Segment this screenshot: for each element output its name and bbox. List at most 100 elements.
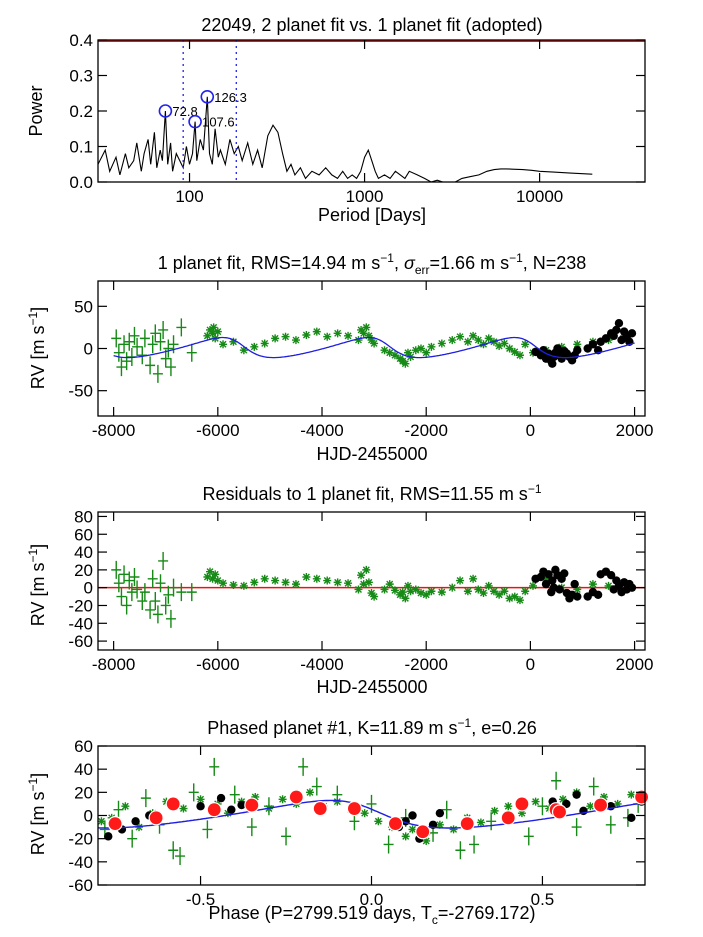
phased-ytick-label: -40 — [68, 853, 93, 872]
data-point-star — [416, 589, 425, 598]
data-point-star — [521, 587, 530, 596]
peak-circle — [200, 90, 215, 104]
periodogram-ytick-label: 0.3 — [69, 67, 93, 86]
data-point-star — [586, 802, 595, 811]
data-point-star — [281, 578, 290, 587]
data-point-star — [500, 339, 509, 348]
data-point-plus — [127, 829, 138, 848]
periodogram-line — [98, 96, 593, 182]
data-point-star — [411, 346, 420, 355]
periodogram-xtick-label: 10000 — [516, 187, 563, 206]
data-point-dot — [131, 817, 140, 826]
phased-panel: Phased planet #1, K=11.89 m s−1, e=0.26 … — [26, 716, 650, 927]
data-point-dot — [627, 329, 637, 338]
data-point-star — [463, 587, 472, 596]
data-point-star — [489, 587, 498, 596]
data-point-star — [305, 788, 314, 797]
residuals-ytick-label: -40 — [68, 614, 93, 633]
data-point-star — [121, 802, 130, 811]
data-point-star — [312, 327, 321, 336]
phased-ytick-label: -60 — [68, 876, 93, 895]
data-point-star — [416, 344, 425, 353]
residuals-ytick-label: -20 — [68, 596, 93, 615]
data-point-star — [495, 341, 504, 350]
data-point-star — [515, 596, 524, 605]
data-point-dot — [216, 793, 226, 803]
data-point-star — [558, 795, 567, 804]
binned-point — [107, 816, 123, 832]
data-point-plus — [229, 785, 240, 804]
data-point-star — [360, 809, 369, 818]
peak-circle — [158, 104, 173, 118]
binned-point — [312, 800, 328, 817]
data-point-plus — [160, 596, 171, 615]
data-point-star — [479, 589, 488, 598]
data-point-dot — [557, 354, 566, 363]
binned-point — [288, 789, 304, 805]
data-point-star — [505, 594, 514, 603]
data-point-star — [239, 346, 248, 355]
phased-ytick-label: -20 — [68, 830, 93, 849]
data-point-star — [179, 804, 188, 813]
data-point-dot — [553, 344, 562, 353]
data-point-plus — [175, 847, 186, 866]
data-point-star — [354, 336, 363, 345]
data-point-star — [229, 337, 238, 346]
data-point-star — [260, 574, 269, 583]
data-point-plus — [129, 567, 140, 586]
data-point-plus — [111, 560, 122, 579]
data-point-star — [403, 581, 412, 590]
data-point-star — [250, 578, 259, 587]
binned-point — [459, 816, 475, 832]
residuals-ytick-label: 40 — [74, 543, 93, 562]
data-point-star — [333, 578, 342, 587]
data-point-plus — [168, 578, 179, 597]
data-point-star — [604, 581, 613, 590]
residuals-ytick-label: 60 — [74, 525, 93, 544]
periodogram-xlabel: Period [Days] — [318, 205, 426, 225]
data-point-star — [449, 825, 458, 834]
binned-point — [165, 796, 181, 812]
data-point-star — [408, 825, 417, 834]
data-point-plus — [163, 585, 174, 604]
data-point-plus — [571, 818, 582, 837]
data-point-star — [469, 331, 478, 340]
data-point-star — [474, 585, 483, 594]
data-point-star — [362, 565, 371, 574]
residuals-xtick-label: -6000 — [196, 655, 239, 674]
data-point-plus — [158, 320, 169, 339]
data-point-star — [281, 332, 290, 341]
rv-fit-curve — [113, 336, 635, 359]
data-point-star — [213, 327, 222, 336]
data-point-star — [456, 332, 465, 341]
data-point-star — [260, 339, 269, 348]
data-point-dot — [573, 592, 582, 601]
data-point-dot — [627, 583, 637, 592]
peak-label: 72.8 — [172, 104, 197, 119]
data-point-plus — [588, 777, 599, 796]
data-point-star — [490, 806, 499, 815]
data-point-star — [357, 571, 366, 580]
residuals-xtick-label: -8000 — [92, 655, 135, 674]
data-point-dot — [227, 805, 236, 814]
data-point-star — [333, 329, 342, 338]
data-point-star — [97, 817, 106, 826]
data-point-star — [359, 580, 368, 589]
binned-point — [514, 796, 530, 812]
data-point-star — [463, 337, 472, 346]
peak-label: 126.3 — [214, 90, 247, 105]
data-point-star — [474, 336, 483, 345]
data-point-star — [302, 331, 311, 339]
data-point-dot — [572, 790, 581, 799]
data-point-star — [517, 809, 526, 818]
data-point-star — [364, 331, 373, 340]
data-point-plus — [155, 574, 166, 593]
data-point-dot — [548, 576, 557, 585]
data-point-plus — [209, 757, 220, 776]
phased-ytick-label: 40 — [74, 760, 93, 779]
data-point-star — [500, 587, 509, 596]
data-point-plus — [188, 783, 199, 802]
periodogram-ylabel: Power — [26, 85, 46, 136]
data-point-star — [406, 587, 415, 596]
data-point-star — [312, 574, 321, 583]
